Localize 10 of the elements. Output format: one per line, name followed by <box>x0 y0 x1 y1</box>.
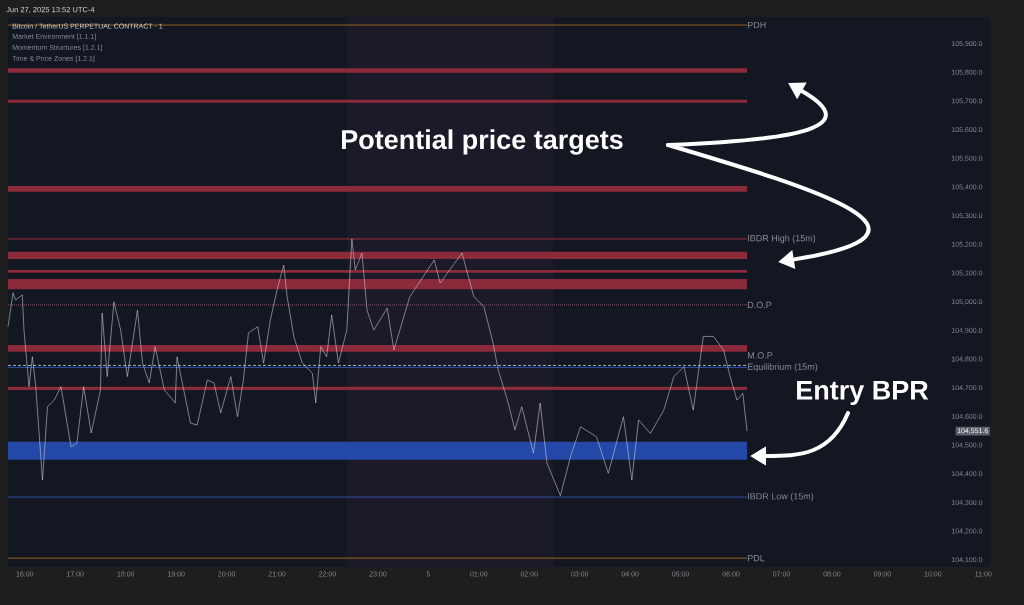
annotation: Entry BPR <box>797 380 929 406</box>
ref-line-label: PDL <box>747 555 765 562</box>
ref-line-label: PDH <box>747 21 766 29</box>
ref-line-label: M.O.P <box>747 352 773 359</box>
ref-line-label: IBDR Low (15m) <box>748 492 814 502</box>
ref-line-label: IBDR High (15m) <box>748 234 816 244</box>
ref-line-label: D.O.P <box>747 301 772 309</box>
line-series <box>7 238 748 496</box>
annotation: Potential price targets <box>342 129 623 155</box>
ref-line-label: Equilibrium (15m) <box>747 363 818 372</box>
